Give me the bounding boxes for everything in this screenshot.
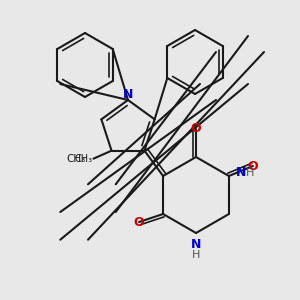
Text: H: H bbox=[246, 168, 254, 178]
Text: N: N bbox=[123, 88, 133, 101]
Text: H: H bbox=[192, 250, 200, 260]
Text: O: O bbox=[134, 215, 144, 229]
Text: O: O bbox=[248, 160, 258, 172]
Text: O: O bbox=[191, 122, 201, 136]
Text: N: N bbox=[236, 167, 246, 179]
Text: CH₃: CH₃ bbox=[66, 154, 85, 164]
Text: CH₃: CH₃ bbox=[74, 154, 93, 164]
Text: N: N bbox=[191, 238, 201, 251]
